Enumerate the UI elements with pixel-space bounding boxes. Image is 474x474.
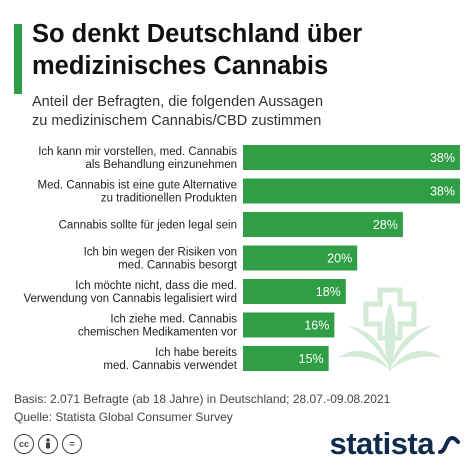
footer: Basis: 2.071 Befragte (ab 18 Jahre) in D… xyxy=(14,390,390,426)
value-label-1: 38% xyxy=(430,151,455,165)
chart-title-line-2: medizinisches Cannabis xyxy=(32,52,329,80)
value-label-4: 20% xyxy=(327,252,352,266)
bar-6 xyxy=(243,312,335,338)
accent-bar xyxy=(14,24,22,94)
value-label-3: 28% xyxy=(373,218,398,232)
cannabis-leaf-with-cross-icon xyxy=(338,287,442,374)
chart-subtitle: Anteil der Befragten, die folgenden Auss… xyxy=(32,93,462,131)
category-label-4: Ich bin wegen der Risiken von med. Cannab… xyxy=(84,247,238,272)
chart-title-line-1: So denkt Deutschland über xyxy=(32,20,363,48)
value-label-6: 16% xyxy=(304,319,329,333)
no-derivatives-icon[interactable]: = xyxy=(62,434,82,454)
footer-basis: Basis: 2.071 Befragte (ab 18 Jahre) in D… xyxy=(14,392,391,406)
category-label-6: Ich ziehe med. Cannabis chemischen Medika… xyxy=(78,314,237,339)
chart-title: So denkt Deutschland über medizinisches … xyxy=(32,18,462,82)
category-label-2: Med. Cannabis ist eine gute Alternative z… xyxy=(38,180,237,205)
category-label-1: Ich kann mir vorstellen, med. Cannabis al… xyxy=(38,146,237,171)
chart-subtitle-line-2: zu medizinischem Cannabis/CBD zustimmen xyxy=(32,113,322,129)
brand-name: statista xyxy=(329,426,434,461)
bar-5 xyxy=(243,279,346,304)
footer-source: Quelle: Statista Global Consumer Survey xyxy=(14,410,233,424)
category-label-7: Ich habe bereits med. Cannabis verwendet xyxy=(103,347,237,372)
value-label-2: 38% xyxy=(430,185,455,199)
bar-1 xyxy=(243,145,460,170)
brand-logo[interactable]: statista xyxy=(329,426,460,462)
category-label-5: Ich möchte nicht, dass die med. Verwendun… xyxy=(23,280,237,305)
category-label-3: Cannabis sollte für jeden legal sein xyxy=(59,220,237,232)
bar-3 xyxy=(243,212,403,237)
bar-4 xyxy=(243,245,358,271)
bar-chart: 38% Ich kann mir vorstellen, med. Cannabi… xyxy=(23,145,460,372)
attribution-icon[interactable] xyxy=(38,434,58,454)
statista-wave-icon xyxy=(438,435,460,454)
bar-2 xyxy=(243,178,460,204)
value-label-7: 15% xyxy=(299,352,324,366)
license-icons: cc = xyxy=(14,434,82,454)
value-label-5: 18% xyxy=(316,285,341,299)
chart-subtitle-line-1: Anteil der Befragten, die folgenden Auss… xyxy=(32,94,324,110)
bar-7 xyxy=(243,346,329,371)
cc-icon[interactable]: cc xyxy=(14,434,34,454)
